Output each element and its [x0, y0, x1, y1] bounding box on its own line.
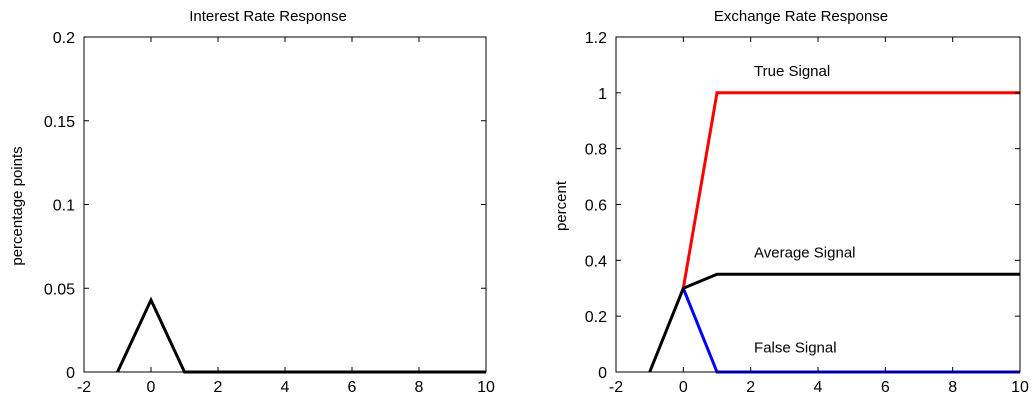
x-tick-label: 8: [948, 379, 957, 396]
x-tick-label: 10: [477, 379, 495, 396]
series-line: [681, 287, 1020, 374]
series-annotation: False Signal: [754, 339, 837, 356]
y-axis-label: percentage points: [9, 146, 26, 265]
x-tick-label: 4: [281, 379, 290, 396]
y-tick-label: 0.05: [44, 281, 75, 298]
plot-frame: [83, 36, 487, 373]
y-tick-label: 0: [66, 365, 75, 382]
series-line: [116, 296, 486, 374]
y-tick-label: 0.4: [585, 253, 607, 270]
x-tick-label: 4: [814, 379, 823, 396]
y-tick-label: 0.6: [585, 198, 607, 215]
x-tick-label: 2: [746, 379, 755, 396]
interest-rate-chart: Interest Rate Response percentage points…: [9, 8, 495, 396]
x-tick-label: 8: [415, 379, 424, 396]
x-tick-label: 6: [881, 379, 890, 396]
x-tick-label: 0: [679, 379, 688, 396]
x-tick-label: 2: [214, 379, 223, 396]
series-group: [116, 296, 486, 374]
series-group: [648, 91, 1020, 374]
y-tick-label: 1: [598, 86, 607, 103]
y-tick-label: 0.1: [53, 198, 75, 215]
series-annotation: True Signal: [754, 63, 830, 80]
series-annotation: Average Signal: [754, 245, 855, 262]
series-line: [648, 272, 1020, 373]
y-tick-label: 0.2: [53, 30, 75, 47]
y-tick-label: 0.2: [585, 309, 607, 326]
x-tick-label: 6: [348, 379, 357, 396]
plot-frame: [615, 36, 1021, 373]
chart-title: Interest Rate Response: [189, 8, 347, 25]
y-tick-label: 0.8: [585, 142, 607, 159]
exchange-rate-chart: Exchange Rate Response percent -2 0 2 4 6 8 10…: [553, 8, 1029, 396]
chart-title: Exchange Rate Response: [714, 8, 888, 25]
y-tick-label: 0: [598, 365, 607, 382]
y-tick-label: 0.15: [44, 114, 75, 131]
y-tick-label: 1.2: [585, 30, 607, 47]
x-tick-label: 0: [147, 379, 156, 396]
x-tick-label: -2: [77, 379, 91, 396]
y-axis-label: percent: [553, 180, 570, 231]
series-line: [681, 91, 1020, 289]
x-tick-label: 10: [1011, 379, 1029, 396]
x-tick-label: -2: [609, 379, 623, 396]
annotations: True Signal Average Signal False Signal: [754, 63, 855, 356]
